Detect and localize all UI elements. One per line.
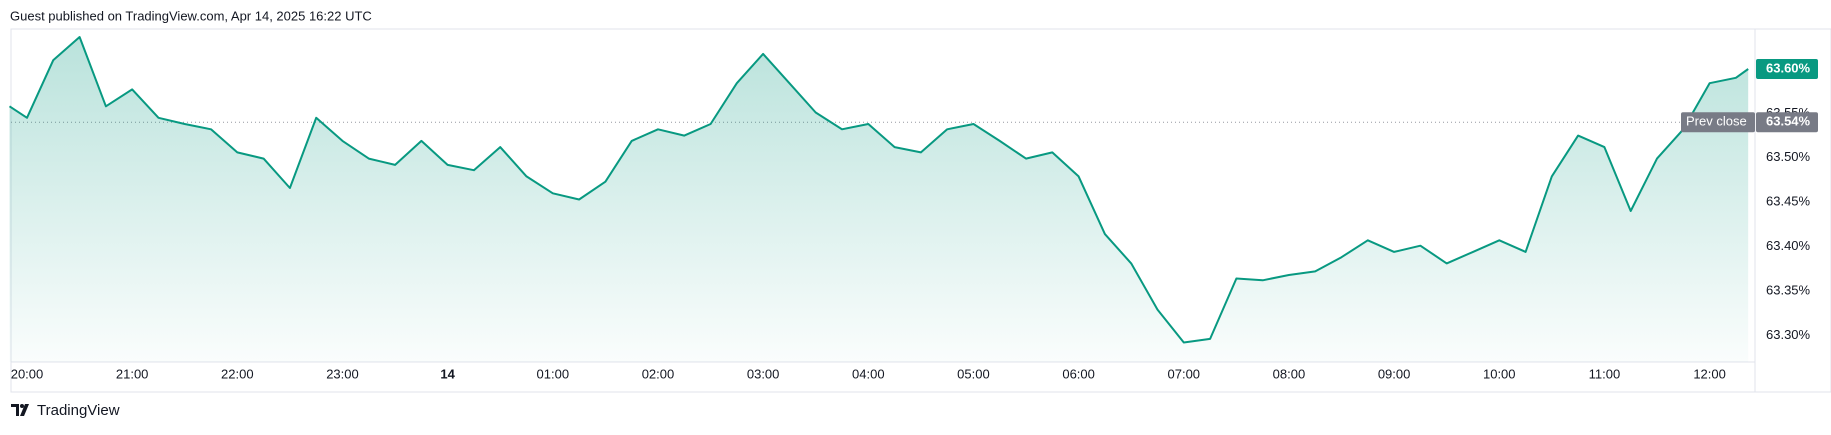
x-tick-label: 14 <box>440 366 455 381</box>
x-tick-label: 05:00 <box>957 366 990 381</box>
x-tick-label: 21:00 <box>116 366 149 381</box>
x-tick-label: 22:00 <box>221 366 254 381</box>
area-fill <box>9 37 1749 362</box>
x-tick-label: 04:00 <box>852 366 885 381</box>
price-line <box>8 36 1749 344</box>
x-tick-label: 11:00 <box>1589 366 1621 381</box>
y-tick-label: 63.45% <box>1766 194 1811 209</box>
x-tick-label: 12:00 <box>1693 366 1726 381</box>
x-tick-label: 07:00 <box>1168 366 1201 381</box>
x-tick-label: 09:00 <box>1378 366 1411 381</box>
x-tick-label: 08:00 <box>1273 366 1306 381</box>
last-price-label: 63.60% <box>1766 60 1811 75</box>
prev-close-value: 63.54% <box>1766 114 1811 129</box>
last-price-box <box>1756 58 1818 79</box>
x-tick-label: 23:00 <box>326 366 359 381</box>
x-tick-label: 06:00 <box>1062 366 1095 381</box>
footer-brand: TradingView <box>37 402 120 419</box>
x-tick-label: 20:00 <box>11 366 44 381</box>
x-tick-label: 01:00 <box>537 366 570 381</box>
y-tick-label: 63.40% <box>1766 238 1811 253</box>
header: Guest published on TradingView.com, Apr … <box>10 8 372 23</box>
prev-close-label: Prev close <box>1686 114 1747 129</box>
logo <box>11 404 29 416</box>
prev-close-tag <box>1681 112 1755 133</box>
y-tick-label: 63.35% <box>1766 282 1811 297</box>
x-tick-label: 02:00 <box>642 366 675 381</box>
prev-close-box <box>1756 112 1818 133</box>
y-tick-label: 63.30% <box>1766 327 1811 342</box>
x-tick-label: 10:00 <box>1483 366 1516 381</box>
y-tick-label: 63.50% <box>1766 149 1811 164</box>
x-tick-label: 03:00 <box>747 366 780 381</box>
